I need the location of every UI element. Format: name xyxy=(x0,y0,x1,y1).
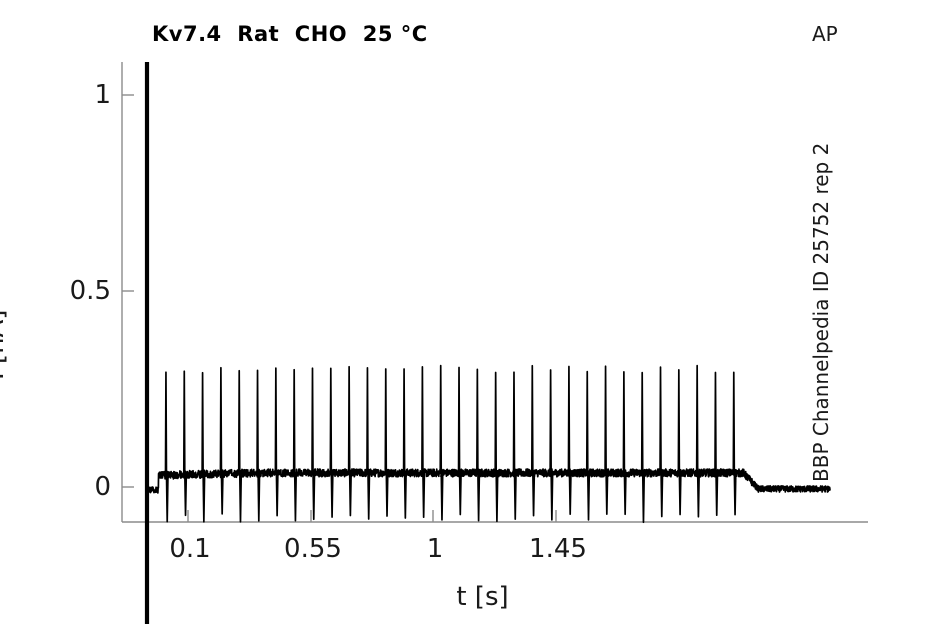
y-tick-label-1: 1 xyxy=(94,80,111,110)
x-tick-label-1: 1 xyxy=(426,534,444,564)
y-tick-label-0point5: 0.5 xyxy=(69,276,111,306)
y-axis-label: I [nA] xyxy=(0,200,44,380)
plot-title: Kv7.4 Rat CHO 25 °C xyxy=(152,22,428,46)
y-axis-label-text: I [nA] xyxy=(0,309,10,380)
y-axis-ticks xyxy=(122,94,134,488)
x-tick-label-1point45: 1.45 xyxy=(529,534,587,564)
y-tick-label-0: 0 xyxy=(94,472,111,502)
x-axis-label: t [s] xyxy=(0,582,945,612)
x-axis-label-text: t [s] xyxy=(456,582,509,612)
protocol-label: AP xyxy=(812,22,838,46)
source-annotation: BBP Channelpedia ID 25752 rep 2 xyxy=(809,90,863,482)
y-tick-label-group: 0 0.5 1 xyxy=(55,0,111,624)
current-trace xyxy=(146,364,831,524)
source-annotation-text: BBP Channelpedia ID 25752 rep 2 xyxy=(809,142,833,482)
x-axis-ticks xyxy=(187,510,557,522)
axis-spines xyxy=(121,62,868,523)
x-tick-label-0point1: 0.1 xyxy=(169,534,211,564)
x-tick-label-0point55: 0.55 xyxy=(284,534,342,564)
